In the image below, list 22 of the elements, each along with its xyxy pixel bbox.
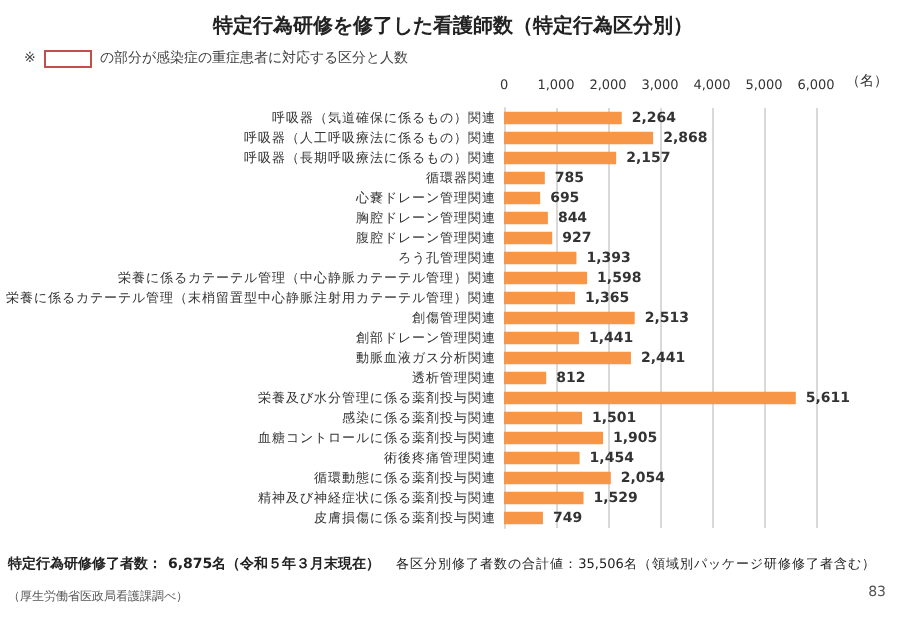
bar	[504, 371, 547, 385]
chart-title: 特定行為研修を修了した看護師数（特定行為区分別）	[210, 12, 695, 40]
bar	[504, 431, 604, 445]
bar	[504, 111, 622, 125]
bar	[504, 451, 580, 465]
bar	[504, 331, 579, 345]
bar	[504, 491, 584, 505]
bar	[504, 211, 548, 225]
bar	[504, 511, 543, 525]
bar	[504, 131, 654, 145]
bar	[504, 471, 611, 485]
bar	[504, 411, 583, 425]
bar	[504, 311, 635, 325]
bar	[504, 191, 541, 205]
bar	[504, 151, 617, 165]
bar	[504, 391, 796, 405]
bar	[504, 291, 575, 305]
bar	[504, 251, 577, 265]
bar	[504, 231, 553, 245]
bar	[504, 351, 631, 365]
bar	[504, 171, 545, 185]
bar	[504, 271, 588, 285]
